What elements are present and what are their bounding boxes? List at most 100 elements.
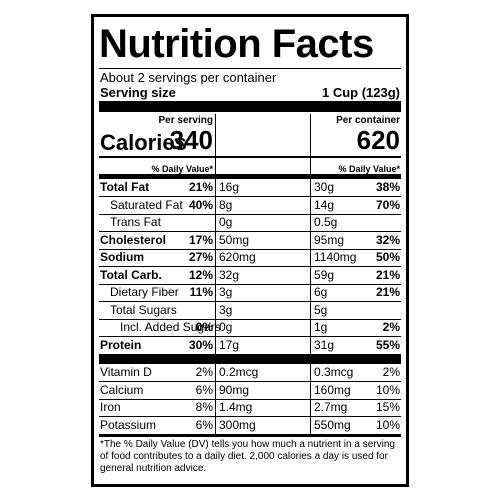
daily-value: 10% [375,382,400,397]
daily-value: 70% [375,197,400,212]
daily-value: 12% [188,267,213,282]
amount: 5g [314,302,328,317]
daily-value: 11% [189,285,213,299]
nutrient-name: Total Sugars [110,302,177,317]
daily-value: 38% [375,180,400,194]
calories-value: 620 [356,125,400,155]
daily-value: 17% [188,232,213,247]
rule [99,231,401,232]
nutrient-name: Trans Fat [110,215,161,229]
amount: 1140mg [314,250,357,264]
daily-value-header: % Daily Value* [151,164,213,174]
amount: 0.2mcg [219,365,259,379]
amount: 1g [314,320,328,334]
amount: 95mg [314,232,345,247]
amount: 17g [219,337,240,352]
daily-value: 30% [188,337,213,352]
rule [99,336,401,337]
rule [99,266,401,267]
column-divider [310,114,311,435]
amount: 0.5g [314,215,338,229]
daily-value: 15% [375,400,400,414]
amount: 0.3mcg [314,365,354,379]
amount: 30g [314,180,335,194]
nutrient-name: Cholesterol [100,232,167,247]
nutrient-name: Total Carb. [100,267,162,282]
nutrient-name: Dietary Fiber [110,285,179,299]
nutrient-name: Iron [100,400,121,414]
rule [99,434,401,437]
daily-value: 6% [195,382,213,397]
daily-value: 2% [195,365,213,379]
daily-value: 6% [195,417,213,432]
amount: 32g [219,267,240,282]
nutrient-name: Calcium [100,382,144,397]
servings: About 2 servings per container [100,70,277,85]
column-header: Per container [336,115,400,126]
amount: 3g [219,302,233,317]
amount: 0g [219,320,233,334]
daily-value: 27% [188,250,213,264]
serving-size-label: Serving size [100,85,176,100]
amount: 59g [314,267,335,282]
nutrient-name: Protein [100,337,142,352]
daily-value: 21% [188,180,213,194]
rule [99,381,401,382]
daily-value-header: % Daily Value* [338,164,400,174]
daily-value: 8% [195,400,213,414]
title: Nutrition Facts [99,22,374,66]
calories-label: Calories [100,130,187,155]
daily-value: 2% [382,365,400,379]
amount: 1.4mg [219,400,253,414]
amount: 620mg [219,250,256,264]
nutrient-name: Incl. Added Sugars [120,320,221,334]
daily-value: 40% [188,197,213,212]
rule [99,213,401,215]
thick-rule [99,354,401,364]
nutrient-name: Potassium [100,417,157,432]
rule [99,248,401,250]
amount: 50mg [219,232,250,247]
column-header: Per serving [158,115,213,126]
daily-value: 50% [375,250,400,264]
daily-value: 0% [195,320,213,334]
rule [99,318,401,320]
daily-value: 21% [375,267,400,282]
nutrient-name: Vitamin D [100,365,152,379]
amount: 6g [314,285,328,299]
rule [99,156,401,158]
rule [99,68,401,69]
amount: 90mg [219,382,250,397]
footnote: *The % Daily Value (DV) tells you how mu… [100,439,395,474]
rule [99,416,401,417]
amount: 300mg [219,417,256,432]
rule [99,283,401,285]
amount: 3g [219,285,233,299]
nutrient-name: Total Fat [100,180,150,194]
nutrient-name: Saturated Fat [110,197,183,212]
rule [99,398,401,400]
amount: 16g [219,180,240,194]
daily-value: 55% [375,337,400,352]
amount: 0g [219,215,233,229]
amount: 2.7mg [314,400,348,414]
thick-rule [99,174,401,179]
daily-value: 2% [382,320,400,334]
amount: 550mg [314,417,351,432]
rule [99,196,401,197]
daily-value: 10% [375,417,400,432]
amount: 8g [219,197,233,212]
amount: 31g [314,337,335,352]
column-divider [215,114,216,435]
serving-size-value: 1 Cup (123g) [321,85,400,100]
calories-value: 340 [169,125,213,155]
daily-value: 32% [375,232,400,247]
daily-value: 21% [375,285,400,299]
rule [99,301,401,302]
thick-rule [99,101,401,112]
nutrition-label: Nutrition Facts About 2 servings per con… [91,14,409,487]
nutrient-name: Sodium [100,250,144,264]
amount: 160mg [314,382,351,397]
amount: 14g [314,197,335,212]
